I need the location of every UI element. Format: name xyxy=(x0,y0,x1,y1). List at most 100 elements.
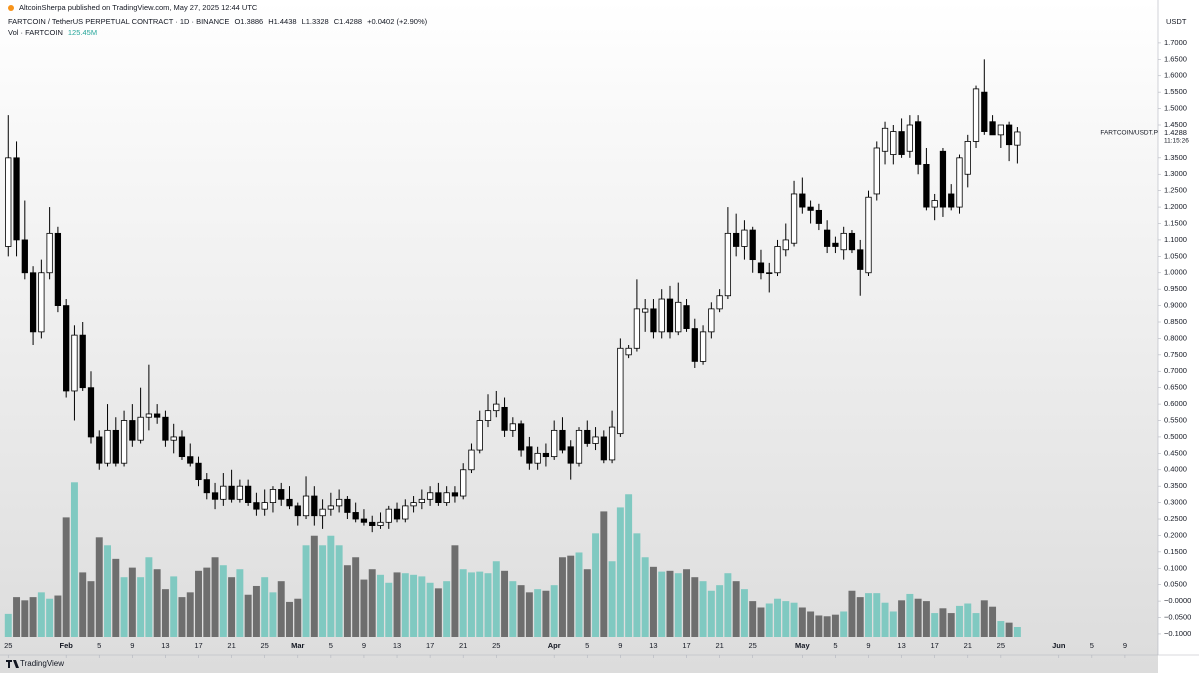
title: AltcoinSherpa published on TradingView.c… xyxy=(19,3,258,12)
y-tick-label: 0.4500 xyxy=(1164,448,1187,457)
candle-body xyxy=(724,232,732,297)
candle-body xyxy=(600,436,607,461)
candle-body xyxy=(335,498,343,507)
candle-body xyxy=(286,498,293,507)
candle-body xyxy=(972,88,980,142)
y-tick-label: 0.8500 xyxy=(1164,317,1187,326)
candle-body xyxy=(79,334,86,389)
x-tick-label: 5 xyxy=(833,641,837,650)
volume-bar xyxy=(128,567,136,637)
volume-bar xyxy=(269,592,277,637)
candle-body xyxy=(460,469,467,497)
candle-body xyxy=(418,498,425,504)
candle-body xyxy=(575,429,583,464)
volume-bar xyxy=(294,598,302,637)
candle-body xyxy=(790,193,798,244)
volume-bar xyxy=(186,592,194,637)
y-tick-label: 1.5500 xyxy=(1164,87,1187,96)
volume-bar xyxy=(484,573,492,637)
volume-bar xyxy=(244,594,252,637)
candle-body xyxy=(584,429,591,444)
volume-bar xyxy=(343,565,351,637)
volume-bar xyxy=(798,607,806,637)
candle-body xyxy=(733,232,740,247)
candle-body xyxy=(650,308,657,333)
y-tick-label: 0.5500 xyxy=(1164,415,1187,424)
x-tick-label: 21 xyxy=(715,641,723,650)
volume-bar xyxy=(393,572,401,637)
price-axis-bg xyxy=(1158,0,1199,673)
volume-bar xyxy=(261,577,269,637)
legend-value: +0.0402 (+2.90%) xyxy=(367,17,428,26)
candle-body xyxy=(766,272,773,274)
volume-value: 125.45M xyxy=(67,28,98,37)
volume-bar xyxy=(782,601,790,637)
candle-body xyxy=(914,121,922,165)
x-tick-label: 17 xyxy=(930,641,938,650)
volume-bar xyxy=(219,565,227,637)
candle-body xyxy=(642,308,649,313)
volume-bar xyxy=(112,558,120,637)
y-tick-label: 0.5000 xyxy=(1164,432,1187,441)
candle-body xyxy=(551,429,558,458)
volume-bar xyxy=(4,613,12,637)
x-tick-label: 9 xyxy=(130,641,134,650)
x-tick-label: 5 xyxy=(97,641,101,650)
volume-bar xyxy=(980,600,988,637)
volume-bar xyxy=(236,569,244,637)
volume-bar xyxy=(699,581,707,637)
candle-body xyxy=(154,413,161,418)
volume-bar xyxy=(964,603,972,637)
x-tick-label: 21 xyxy=(227,641,235,650)
volume-bar xyxy=(104,545,112,637)
candle-body xyxy=(327,505,334,510)
volume-bar xyxy=(972,613,980,637)
candle-body xyxy=(658,298,665,333)
candle-body xyxy=(890,131,897,155)
y-tick-label: 0.3000 xyxy=(1164,498,1187,507)
candle-body xyxy=(385,508,392,523)
candle-body xyxy=(38,272,45,333)
volume-bar xyxy=(807,611,815,637)
volume-bar xyxy=(525,592,533,637)
candle-body xyxy=(699,331,707,362)
candle-body xyxy=(435,492,442,504)
volume-bar xyxy=(815,615,823,637)
volume-bar xyxy=(95,537,103,637)
volume-bar xyxy=(29,597,37,637)
candle-body xyxy=(542,452,550,458)
candle-body xyxy=(393,508,401,520)
candle-body xyxy=(245,485,252,504)
x-tick-label: 13 xyxy=(161,641,169,650)
y-tick-label: 0.6000 xyxy=(1164,399,1187,408)
candle-body xyxy=(608,426,616,461)
y-tick-label: −0.0500 xyxy=(1164,613,1191,622)
candle-body xyxy=(476,420,483,451)
volume-bar xyxy=(608,561,616,637)
candle-body xyxy=(29,272,37,333)
volume-bar xyxy=(774,598,781,637)
volume-bar xyxy=(889,611,897,637)
volume-bar xyxy=(873,593,881,637)
volume-bar xyxy=(161,589,169,637)
y-tick-label: 0.7000 xyxy=(1164,366,1187,375)
volume-bar xyxy=(600,511,608,637)
candle-body xyxy=(96,436,103,464)
volume-label: Vol · FARTCOIN xyxy=(8,28,63,37)
volume-bar xyxy=(550,585,558,637)
volume-bar xyxy=(195,570,202,637)
candle-body xyxy=(931,200,938,208)
x-tick-label: 17 xyxy=(426,641,434,650)
volume-bar xyxy=(360,579,368,637)
candle-body xyxy=(981,91,988,132)
volume-bar xyxy=(757,607,765,637)
candle-body xyxy=(675,301,682,333)
volume-bar xyxy=(401,573,409,637)
candle-body xyxy=(716,295,723,310)
volume-bar xyxy=(534,589,542,637)
candle-body xyxy=(344,498,351,513)
candle-body xyxy=(170,436,177,441)
candle-body xyxy=(799,193,806,208)
candle-body xyxy=(1005,124,1013,146)
